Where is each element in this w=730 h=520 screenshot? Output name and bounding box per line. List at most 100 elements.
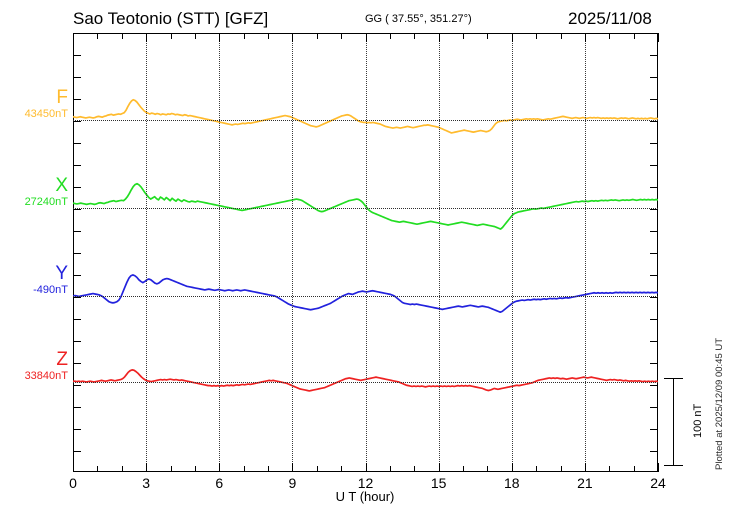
tick-hour-0 xyxy=(73,33,74,42)
tick-y xyxy=(650,407,658,408)
scale-bar-bottom-cap xyxy=(664,465,683,466)
component-label-Y: Y -490nT xyxy=(0,264,68,297)
scale-bar xyxy=(664,378,683,466)
tick-y xyxy=(650,99,658,100)
tick-hour-14 xyxy=(414,466,416,472)
tick-hour-9 xyxy=(292,463,294,472)
tick-hour-9 xyxy=(292,33,294,42)
tick-y xyxy=(650,341,658,342)
gridline-hour-6 xyxy=(219,33,221,472)
tick-hour-16 xyxy=(463,33,464,39)
tick-hour-4 xyxy=(170,466,172,472)
tick-hour-18 xyxy=(511,463,513,472)
tick-y xyxy=(73,341,81,342)
tick-y xyxy=(73,451,81,452)
tick-hour-12 xyxy=(365,463,367,472)
tick-y xyxy=(650,451,658,452)
gridline-hour-18 xyxy=(511,33,513,472)
tick-hour-12 xyxy=(365,33,367,42)
tick-hour-10 xyxy=(316,466,318,472)
gridline-hour-9 xyxy=(292,33,294,472)
tick-y xyxy=(650,209,658,210)
tick-y xyxy=(73,319,81,320)
tick-hour-23 xyxy=(633,33,635,39)
tick-hour-22 xyxy=(609,33,611,39)
x-tick-label-0: 0 xyxy=(69,475,77,491)
tick-y xyxy=(650,319,658,320)
component-baseline-value-X: 27240nT xyxy=(24,196,68,208)
x-tick-label-6: 6 xyxy=(215,475,224,491)
tick-hour-6 xyxy=(219,33,221,42)
tick-y xyxy=(650,275,658,276)
tick-y xyxy=(73,407,81,408)
tick-hour-19 xyxy=(536,33,538,39)
tick-hour-0 xyxy=(73,463,74,472)
x-tick-label-3: 3 xyxy=(142,475,151,491)
tick-y xyxy=(73,143,81,144)
scale-bar-line xyxy=(673,378,674,466)
tick-hour-17 xyxy=(487,466,489,472)
page-title: Sao Teotonio (STT) [GFZ] xyxy=(73,9,269,28)
tick-hour-22 xyxy=(609,466,611,472)
x-tick-label-18: 18 xyxy=(503,475,520,491)
tick-hour-5 xyxy=(194,466,196,472)
tick-y xyxy=(650,297,658,298)
tick-y xyxy=(73,253,81,254)
magnetogram-plot-area xyxy=(73,33,659,472)
tick-hour-24 xyxy=(658,33,659,42)
baseline-Z xyxy=(73,382,658,383)
tick-y xyxy=(73,55,81,56)
tick-hour-2 xyxy=(121,466,123,472)
tick-hour-11 xyxy=(341,33,343,39)
tick-y xyxy=(73,275,81,276)
tick-hour-3 xyxy=(146,463,148,472)
component-letter-Y: Y xyxy=(55,263,68,284)
tick-y xyxy=(650,253,658,254)
tick-hour-15 xyxy=(438,463,440,472)
tick-hour-15 xyxy=(438,33,440,42)
tick-hour-13 xyxy=(389,466,391,472)
tick-hour-21 xyxy=(584,463,586,472)
tick-hour-17 xyxy=(487,33,489,39)
component-baseline-value-F: 43450nT xyxy=(24,108,68,120)
plot-date: 2025/11/08 xyxy=(568,9,652,28)
x-tick-label-21: 21 xyxy=(577,475,593,491)
tick-hour-1 xyxy=(97,33,99,39)
component-label-Z: Z 33840nT xyxy=(0,350,68,383)
gridline-hour-15 xyxy=(438,33,440,472)
baseline-Y xyxy=(73,296,658,297)
scale-bar-label: 100 nT xyxy=(692,403,704,438)
tick-hour-24 xyxy=(658,463,659,472)
component-letter-Z: Z xyxy=(56,349,68,370)
tick-y xyxy=(73,121,81,122)
x-tick-label-9: 9 xyxy=(288,475,297,491)
tick-y xyxy=(73,77,81,78)
geographic-coordinates: GG ( 37.55°, 351.27°) xyxy=(365,13,472,25)
gridline-hour-12 xyxy=(365,33,367,472)
tick-y xyxy=(73,363,81,364)
tick-y xyxy=(650,363,658,364)
tick-hour-5 xyxy=(194,33,196,39)
tick-y xyxy=(650,121,658,122)
component-letter-X: X xyxy=(55,175,68,196)
tick-y xyxy=(650,429,658,430)
tick-y xyxy=(650,55,658,56)
baseline-F xyxy=(73,120,658,121)
gridline-hour-21 xyxy=(584,33,586,472)
tick-y xyxy=(73,297,81,298)
plotted-at-timestamp: Plotted at 2025/12/09 00:45 UT xyxy=(714,337,725,470)
gridline-hour-3 xyxy=(146,33,148,472)
tick-y xyxy=(650,385,658,386)
tick-y xyxy=(650,77,658,78)
tick-hour-20 xyxy=(560,33,562,39)
tick-hour-23 xyxy=(633,466,635,472)
tick-hour-16 xyxy=(463,466,464,472)
tick-y xyxy=(650,143,658,144)
tick-y xyxy=(73,231,81,232)
tick-hour-4 xyxy=(170,33,172,39)
tick-y xyxy=(650,231,658,232)
tick-y xyxy=(73,385,81,386)
tick-hour-3 xyxy=(146,33,148,42)
component-baseline-value-Y: -490nT xyxy=(33,284,68,296)
x-tick-label-15: 15 xyxy=(430,475,447,491)
